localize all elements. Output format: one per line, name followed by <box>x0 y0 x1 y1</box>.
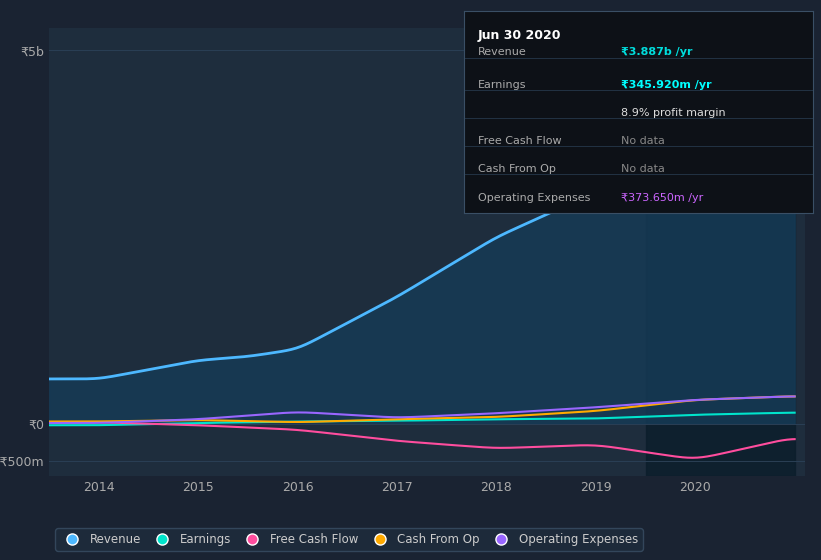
Text: No data: No data <box>621 136 665 146</box>
Legend: Revenue, Earnings, Free Cash Flow, Cash From Op, Operating Expenses: Revenue, Earnings, Free Cash Flow, Cash … <box>55 528 643 550</box>
Text: ₹3.887b /yr: ₹3.887b /yr <box>621 48 692 58</box>
Bar <box>645 28 795 476</box>
Text: No data: No data <box>621 165 665 174</box>
Text: 8.9% profit margin: 8.9% profit margin <box>621 108 726 118</box>
Text: Cash From Op: Cash From Op <box>478 165 556 174</box>
Text: ₹373.650m /yr: ₹373.650m /yr <box>621 193 703 203</box>
Text: Jun 30 2020: Jun 30 2020 <box>478 29 562 43</box>
Text: Revenue: Revenue <box>478 48 526 58</box>
Text: Earnings: Earnings <box>478 80 526 90</box>
Text: Operating Expenses: Operating Expenses <box>478 193 590 203</box>
Text: ₹345.920m /yr: ₹345.920m /yr <box>621 80 712 90</box>
Text: Free Cash Flow: Free Cash Flow <box>478 136 562 146</box>
